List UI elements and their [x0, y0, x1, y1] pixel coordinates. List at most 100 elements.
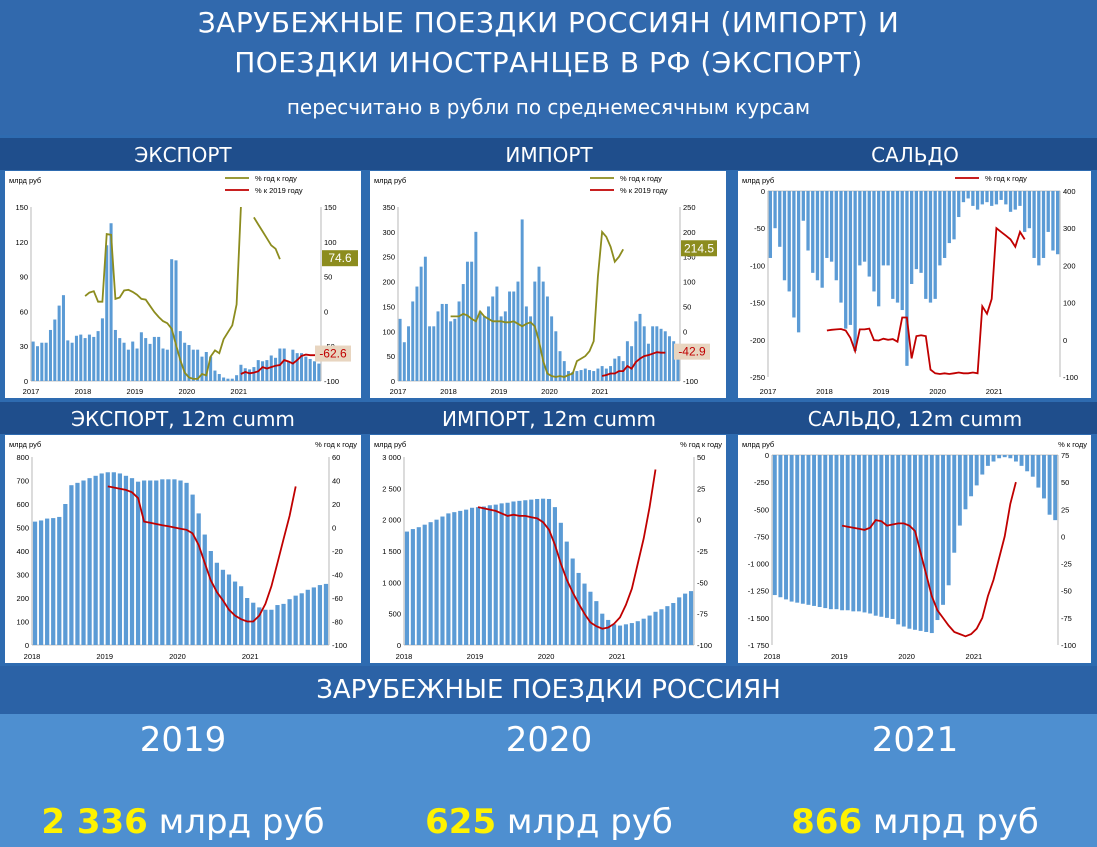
- bar: [800, 455, 805, 604]
- xtick-label: 2020: [541, 387, 558, 396]
- y2tick-label: 20: [332, 500, 340, 509]
- bar: [69, 485, 74, 645]
- xtick-label: 2018: [440, 387, 457, 396]
- bar: [811, 191, 815, 273]
- panel-title-export: ЭКСПОРТ: [134, 143, 232, 167]
- y2tick-label: -100: [683, 377, 698, 386]
- bar: [896, 455, 901, 625]
- bar: [773, 191, 777, 229]
- ytick-label: 2 500: [382, 484, 401, 493]
- bar: [655, 326, 659, 381]
- xtick-label: 2021: [242, 652, 259, 661]
- bar: [184, 482, 189, 645]
- bar: [642, 326, 646, 381]
- bar: [174, 260, 178, 381]
- bar: [428, 326, 432, 381]
- bar: [75, 482, 80, 645]
- bar: [825, 191, 829, 258]
- bar: [117, 473, 123, 645]
- bar: [933, 191, 937, 299]
- value-2019-number: 2 336: [41, 802, 148, 842]
- bar: [452, 512, 457, 645]
- panel-title-saldo12: САЛЬДО, 12m cumm: [807, 407, 1023, 431]
- unit-right-label: % к году: [1058, 440, 1087, 449]
- bar: [562, 361, 566, 381]
- bar: [118, 338, 122, 381]
- bar: [165, 349, 169, 381]
- bar: [523, 500, 528, 645]
- bar: [1013, 455, 1018, 462]
- ytick-label: -150: [750, 299, 765, 308]
- bar: [623, 624, 629, 645]
- y2tick-label: -75: [1061, 614, 1072, 623]
- y2tick-label: 200: [1063, 261, 1076, 270]
- bar: [594, 601, 599, 645]
- bar: [890, 455, 895, 619]
- y2tick-label: 0: [1061, 532, 1065, 541]
- bar: [57, 305, 61, 381]
- bar: [511, 501, 516, 645]
- bar: [778, 455, 783, 598]
- bar: [546, 498, 552, 645]
- bar: [161, 348, 165, 381]
- bar: [942, 191, 947, 258]
- bar: [914, 191, 919, 270]
- bar: [440, 303, 444, 381]
- bar: [881, 191, 886, 266]
- ytick-label: -500: [754, 505, 769, 514]
- xtick-label: 2019: [467, 652, 484, 661]
- bar: [111, 472, 116, 645]
- xtick-label: 2019: [96, 652, 113, 661]
- end-label-yoy: 214.5: [684, 241, 714, 255]
- bar: [647, 615, 652, 645]
- bar: [535, 498, 540, 645]
- bar: [840, 455, 845, 611]
- bar: [617, 625, 623, 645]
- bar: [190, 494, 195, 645]
- unit-right-label: % год к году: [315, 440, 357, 449]
- unit-left-label: млрд руб: [374, 176, 406, 185]
- bar: [820, 191, 824, 288]
- value-2020: 625 млрд руб: [366, 800, 732, 844]
- bar: [665, 606, 670, 645]
- ytick-label: 600: [16, 500, 29, 509]
- value-2021: 866 млрд руб: [732, 800, 1097, 844]
- bar: [275, 605, 280, 645]
- bar: [499, 316, 503, 381]
- bar: [432, 326, 436, 381]
- ytick-label: 0: [25, 641, 29, 650]
- bar: [446, 513, 451, 645]
- bar: [444, 303, 448, 381]
- legend-label: % к 2019 году: [255, 186, 303, 195]
- bar: [428, 522, 433, 645]
- ytick-label: 300: [382, 228, 395, 237]
- unit-right-label: % год к году: [680, 440, 722, 449]
- bar: [51, 518, 56, 645]
- unit-left-label: млрд руб: [742, 176, 774, 185]
- bar: [884, 455, 889, 618]
- bar: [251, 602, 256, 645]
- panel-title-import12: ИМПОРТ, 12m cumm: [442, 407, 656, 431]
- y2tick-label: 75: [1061, 451, 1069, 460]
- xtick-label: 2021: [609, 652, 626, 661]
- bar: [1025, 455, 1030, 472]
- bar: [834, 191, 838, 281]
- xtick-label: 2018: [75, 387, 92, 396]
- bar: [862, 191, 867, 262]
- y2tick-label: -20: [332, 547, 343, 556]
- y2tick-label: -75: [697, 610, 708, 619]
- bar: [208, 551, 213, 645]
- xtick-label: 2021: [966, 652, 983, 661]
- xtick-label: 2018: [396, 652, 413, 661]
- bar: [478, 311, 482, 381]
- bar: [1051, 191, 1055, 251]
- series-line: [107, 485, 297, 623]
- bar: [659, 609, 664, 645]
- chart-svg-import: 050100150200250300350-100-50050100150200…: [374, 174, 717, 396]
- bar: [625, 341, 629, 381]
- y2tick-label: -50: [697, 578, 708, 587]
- bar: [274, 357, 278, 381]
- bar: [966, 191, 970, 199]
